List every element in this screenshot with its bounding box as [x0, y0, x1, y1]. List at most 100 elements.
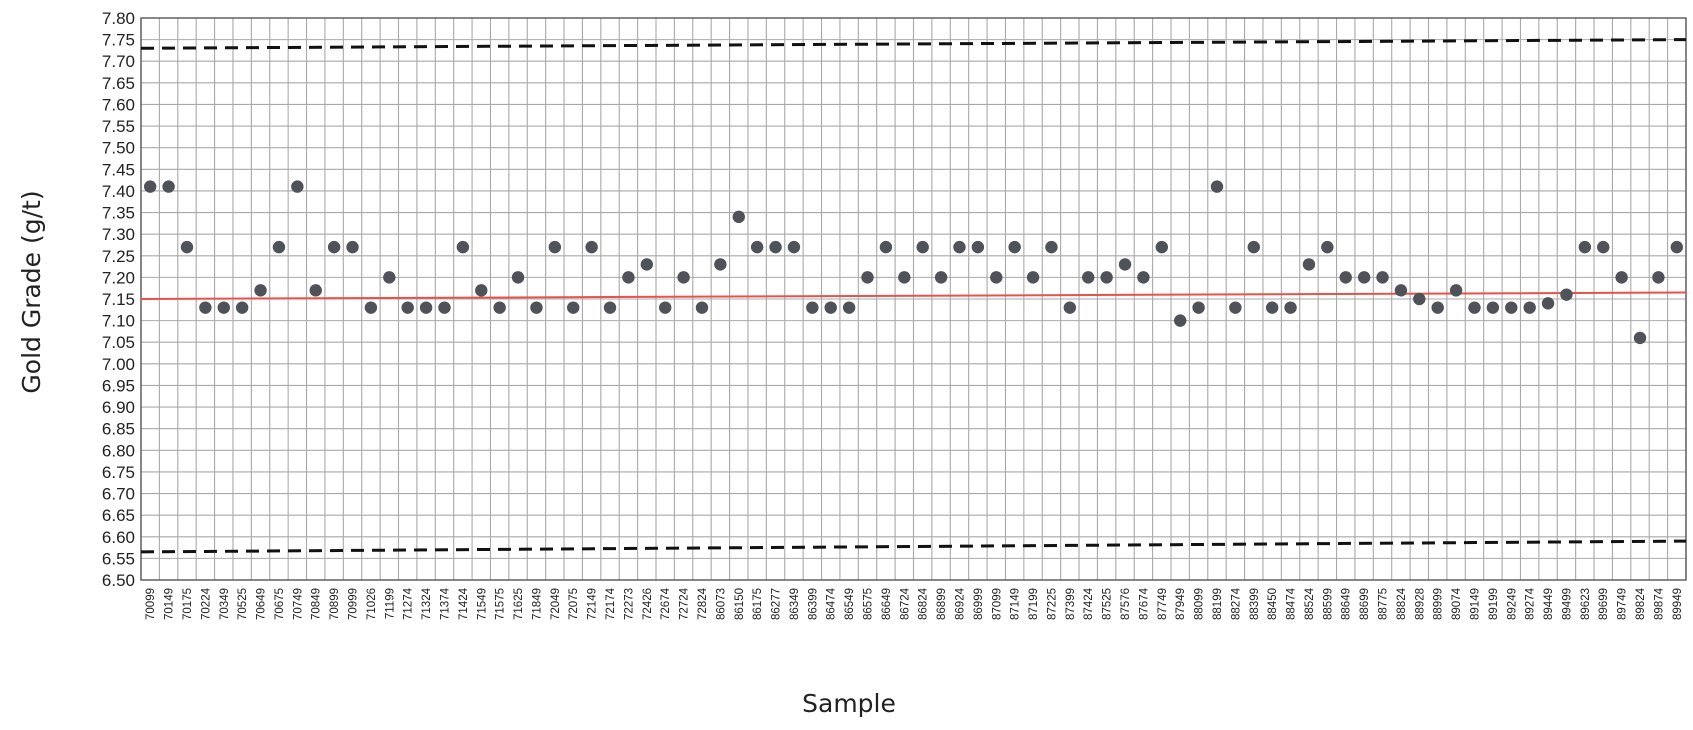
x-tick-label: 70525 — [237, 588, 249, 620]
x-tick-label: 72049 — [550, 588, 562, 620]
x-tick-label: 87525 — [1102, 588, 1114, 620]
data-point — [1339, 271, 1352, 284]
data-point — [438, 301, 451, 314]
x-tick-label: 72273 — [623, 588, 635, 620]
y-tick-label: 7.55 — [102, 117, 135, 136]
x-tick-label: 71575 — [495, 588, 507, 620]
data-point — [1247, 240, 1260, 254]
y-tick-label: 6.95 — [102, 376, 135, 395]
x-tick-label: 88399 — [1249, 588, 1261, 620]
x-tick-label: 89949 — [1672, 588, 1684, 620]
data-point — [475, 284, 488, 297]
data-point — [530, 301, 543, 314]
x-tick-label: 88999 — [1433, 588, 1445, 620]
data-point — [971, 240, 985, 254]
y-tick-label: 7.25 — [102, 247, 135, 266]
x-tick-label: 72149 — [587, 588, 599, 620]
data-point — [640, 258, 654, 271]
data-point — [769, 240, 782, 254]
x-tick-label: 71199 — [384, 588, 396, 619]
x-tick-label: 87099 — [991, 588, 1003, 620]
y-axis-label: Gold Grade (g/t) — [17, 190, 46, 393]
x-tick-label: 86649 — [881, 588, 893, 620]
data-point — [1192, 301, 1205, 314]
x-tick-label: 70899 — [329, 588, 341, 620]
x-tick-label: 87399 — [1065, 588, 1077, 620]
data-point — [1265, 301, 1279, 314]
x-tick-label: 86899 — [936, 588, 948, 620]
x-tick-label: 89449 — [1543, 588, 1555, 620]
y-tick-label: 7.75 — [102, 31, 135, 50]
data-point — [1082, 271, 1095, 284]
x-tick-label: 87199 — [1028, 588, 1040, 620]
data-point — [548, 240, 562, 254]
data-point — [1026, 271, 1040, 284]
x-tick-label: 88775 — [1378, 588, 1390, 620]
x-tick-label: 86399 — [807, 588, 819, 620]
y-tick-label: 6.65 — [102, 506, 135, 525]
data-point — [1505, 301, 1518, 314]
y-tick-label: 6.50 — [102, 571, 135, 590]
data-point — [309, 284, 322, 297]
x-tick-label: 71625 — [513, 588, 525, 620]
x-tick-label: 70224 — [200, 587, 212, 620]
x-tick-label: 88824 — [1396, 587, 1408, 620]
x-tick-label: 87749 — [1157, 588, 1169, 620]
data-point — [842, 301, 856, 314]
data-point — [217, 301, 230, 314]
x-tick-label: 86575 — [863, 588, 875, 620]
y-tick-label: 6.55 — [102, 549, 135, 568]
data-point — [1284, 301, 1297, 314]
data-point — [567, 301, 580, 314]
x-tick-label: 89699 — [1598, 588, 1610, 620]
data-point — [235, 301, 249, 314]
dashed-limit-line — [140, 38, 1687, 50]
x-tick-label: 72724 — [679, 587, 691, 620]
x-tick-label: 88474 — [1286, 587, 1298, 620]
data-point — [1045, 240, 1058, 254]
data-point — [254, 284, 267, 297]
x-tick-label: 88649 — [1341, 588, 1353, 620]
x-tick-label: 88699 — [1359, 588, 1371, 620]
data-point — [622, 271, 635, 284]
x-tick-label: 72426 — [642, 588, 654, 620]
data-point — [1357, 271, 1371, 284]
data-point — [750, 240, 764, 254]
y-tick-label: 7.65 — [102, 74, 135, 93]
x-tick-label: 86549 — [844, 588, 856, 620]
x-tick-label: 71026 — [366, 588, 378, 620]
data-point — [658, 301, 672, 314]
data-point — [695, 301, 709, 314]
y-tick-label: 7.35 — [102, 204, 135, 223]
data-point — [603, 301, 617, 314]
data-point — [1541, 297, 1555, 310]
x-tick-label: 86175 — [752, 588, 764, 620]
data-point — [1137, 271, 1150, 284]
data-point — [879, 240, 893, 254]
x-tick-label: 86073 — [715, 588, 727, 620]
data-point — [1321, 240, 1334, 254]
x-tick-label: 88099 — [1194, 588, 1206, 620]
x-tick-label: 88450 — [1267, 588, 1279, 620]
data-point — [1302, 258, 1316, 271]
data-point — [714, 258, 727, 271]
data-point — [143, 180, 157, 193]
data-point — [493, 301, 506, 314]
x-tick-label: 72824 — [697, 587, 709, 620]
x-tick-label: 89274 — [1525, 587, 1537, 620]
y-tick-label: 6.85 — [102, 420, 135, 439]
data-point — [1615, 271, 1628, 284]
data-point — [1597, 240, 1610, 254]
data-point — [677, 271, 690, 284]
x-tick-label: 70849 — [311, 588, 323, 620]
data-point — [1118, 258, 1132, 271]
y-tick-label: 6.60 — [102, 528, 135, 547]
y-tick-label: 7.05 — [102, 333, 135, 352]
y-tick-label: 6.70 — [102, 485, 135, 504]
data-point — [898, 271, 911, 284]
data-point — [1008, 240, 1021, 254]
data-point — [1376, 271, 1389, 284]
x-tick-label: 89824 — [1635, 587, 1647, 620]
y-tick-labels: 6.50 6.55 6.60 6.65 6.70 6.75 6.80 6.85 6.90 6.95… — [102, 9, 135, 590]
data-point — [1633, 331, 1647, 345]
